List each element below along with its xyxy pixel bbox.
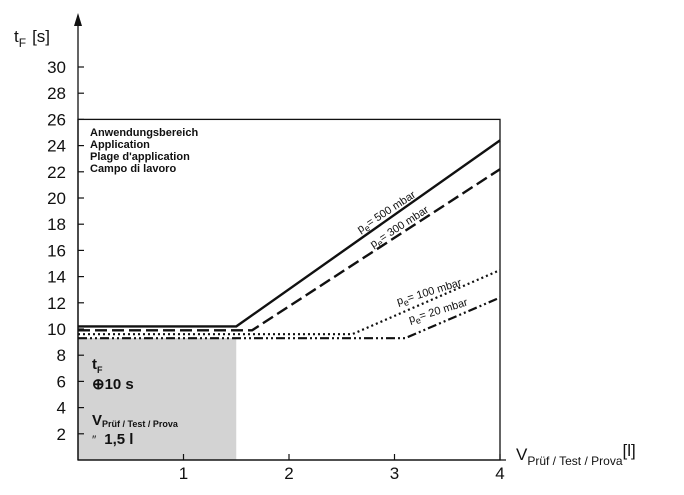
curve-0 (78, 139, 501, 328)
y-tick-label: 12 (47, 294, 66, 313)
y-tick-label: 22 (47, 163, 66, 182)
minimum-test-area (78, 338, 237, 460)
y-tick-label: 18 (47, 215, 66, 234)
y-tick-label: 24 (47, 137, 66, 156)
y-axis-arrow (74, 13, 82, 26)
app-label-fr: Plage d'application (90, 151, 190, 163)
curve-2 (78, 269, 501, 336)
y-axis-title: tF [s] (14, 27, 50, 50)
y-tick-label: 10 (47, 320, 66, 339)
y-tick-label: 6 (57, 372, 66, 391)
y-tick-label: 30 (47, 58, 66, 77)
app-label-en: Application (90, 139, 150, 151)
pressure-curves (78, 139, 501, 340)
y-tick-label: 8 (57, 346, 66, 365)
y-tick-label: 26 (47, 110, 66, 129)
curve-1 (78, 168, 501, 332)
x-axis-title: VPrüf / Test / Prova[l] (516, 441, 636, 468)
x-tick-label: 2 (284, 464, 293, 483)
y-tick-label: 14 (47, 268, 66, 287)
y-tick-label: 2 (57, 425, 66, 444)
y-tick-label: 20 (47, 189, 66, 208)
x-tick-label: 4 (495, 464, 504, 483)
x-tick-label: 3 (390, 464, 399, 483)
y-tick-label: 16 (47, 241, 66, 260)
x-tick-label: 1 (179, 464, 188, 483)
app-label-it: Campo di lavoro (90, 163, 176, 175)
y-tick-label: 4 (57, 399, 66, 418)
box-t-label: tF (92, 356, 103, 375)
box-v-value: ″ 1,5 l (92, 431, 133, 448)
box-v-label: VPrüf / Test / Prova (92, 412, 179, 429)
box-t-value: ⊕10 s (92, 376, 134, 393)
x-ticks: 1 2 3 4 (179, 454, 505, 483)
y-tick-label: 28 (47, 84, 66, 103)
app-label-de: Anwendungsbereich (90, 127, 198, 139)
